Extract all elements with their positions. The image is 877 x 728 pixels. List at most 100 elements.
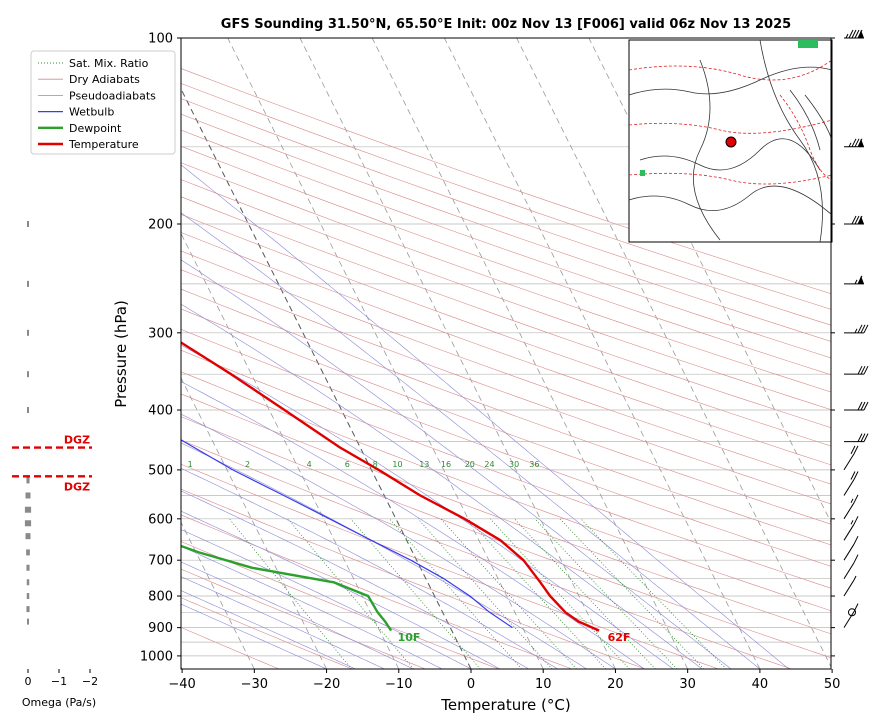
isotherm-line (181, 87, 472, 669)
wind-barb-flag (857, 401, 863, 411)
y-tick-label: 500 (148, 463, 173, 478)
wind-barb (844, 29, 864, 39)
pseudoadiabat (181, 490, 529, 669)
x-tick-label: 30 (679, 677, 696, 692)
mixing-ratio-label: 2 (245, 460, 250, 469)
dry-adiabat (181, 541, 499, 669)
x-tick-label: 0 (467, 677, 475, 692)
dry-adiabat (181, 232, 831, 466)
omega-axis-label: Omega (Pa/s) (22, 696, 96, 709)
wind-barb-half (850, 498, 854, 504)
pseudoadiabat (181, 529, 472, 669)
omega-bar (26, 549, 30, 556)
dry-adiabat (181, 68, 831, 295)
series-line-temperature (181, 341, 600, 632)
x-tick-label: 10 (535, 677, 552, 692)
wind-barb-flag (853, 603, 859, 612)
mixing-ratio-label: 8 (373, 460, 378, 469)
dry-adiabat (181, 597, 353, 669)
y-tick-label: 1000 (140, 649, 173, 664)
mixing-ratio-line (580, 518, 727, 669)
pseudoadiabat (181, 590, 356, 669)
wind-barbs (843, 29, 869, 628)
wind-barb-half (854, 328, 858, 334)
dry-adiabat (181, 196, 831, 428)
omega-bar (27, 280, 29, 287)
wind-barb-half (845, 33, 849, 39)
mixing-ratio-label: 1 (188, 460, 193, 469)
wind-barb-flag (863, 401, 869, 411)
wind-barb-flag (860, 401, 866, 411)
wind-barb (844, 324, 869, 334)
x-tick-label: −10 (385, 677, 412, 692)
mixing-ratio-label: 36 (529, 460, 539, 469)
wind-barb (843, 575, 857, 597)
wind-barb-flag (851, 215, 857, 225)
wind-barb-flag (863, 365, 869, 375)
mixing-ratio-line (417, 518, 553, 669)
wind-barb-flag (850, 471, 856, 480)
omega-bar (27, 618, 29, 625)
wind-barb-half (854, 279, 858, 285)
y-tick-label: 700 (148, 554, 173, 569)
pseudoadiabat (181, 212, 761, 669)
dry-adiabat (181, 129, 831, 359)
mixing-ratio-line (350, 518, 481, 669)
pseudoadiabat (181, 303, 703, 669)
pseudoadiabat (181, 442, 587, 669)
y-tick-label: 400 (148, 404, 173, 419)
wind-barb-flag (848, 29, 854, 39)
dry-adiabat (181, 162, 831, 393)
wind-barb (844, 138, 864, 148)
legend-label: Sat. Mix. Ratio (69, 57, 149, 70)
dry-adiabat (181, 329, 831, 567)
mixing-ratio-label: 20 (465, 460, 475, 469)
wind-barb (844, 433, 869, 443)
omega-bar (24, 506, 32, 513)
wind-barb-flag (863, 324, 869, 334)
wind-barb (844, 365, 869, 375)
legend-label: Dewpoint (69, 122, 122, 135)
wind-barb-staff (843, 524, 855, 541)
y-tick-label: 900 (148, 621, 173, 636)
x-tick-label: −30 (241, 677, 268, 692)
wind-barb-half (848, 142, 852, 148)
dgz-label-bottom: DGZ (64, 480, 90, 493)
dry-adiabat (181, 113, 831, 342)
dry-adiabat (181, 514, 573, 669)
wind-barb-staff (843, 611, 855, 628)
wind-barb-flag (857, 215, 863, 225)
omega-bar (27, 329, 29, 336)
mixing-ratio-labels: 1 2 4 6 8 10 13 16 20 24 30 36 (188, 460, 540, 469)
x-tick-label: 40 (752, 677, 769, 692)
mixing-ratio-line (534, 518, 678, 669)
pseudoadiabat (181, 561, 414, 669)
omega-bar (27, 371, 29, 378)
omega-bar (27, 221, 29, 228)
y-tick-label: 600 (148, 512, 173, 527)
dry-adiabat (181, 145, 831, 376)
wind-barb-staff (843, 502, 855, 520)
wind-barb-flag (853, 516, 859, 525)
surface-temperature-label: 62F (608, 631, 631, 644)
dry-adiabat (181, 288, 831, 525)
omega-tick-label: 0 (25, 675, 32, 688)
omega-bar (25, 492, 31, 499)
wind-barb (844, 275, 864, 285)
dry-adiabat (181, 488, 646, 669)
y-axis: 100 200 300 400 500 600 700 800 900 1000 (140, 32, 835, 664)
omega-bar (26, 593, 30, 600)
legend-label: Wetbulb (69, 106, 114, 119)
wind-barb-flag (857, 324, 863, 334)
omega-bar (26, 579, 30, 586)
pseudoadiabat (181, 467, 558, 669)
pseudoadiabat (181, 381, 645, 669)
mixing-ratio-line (514, 518, 656, 669)
mixing-ratio-label: 24 (484, 460, 494, 469)
wind-barb-staff (843, 562, 855, 579)
dry-adiabat (181, 393, 831, 635)
wind-barb (848, 608, 856, 617)
wind-barb-flag (850, 445, 856, 455)
x-tick-label: 20 (607, 677, 624, 692)
